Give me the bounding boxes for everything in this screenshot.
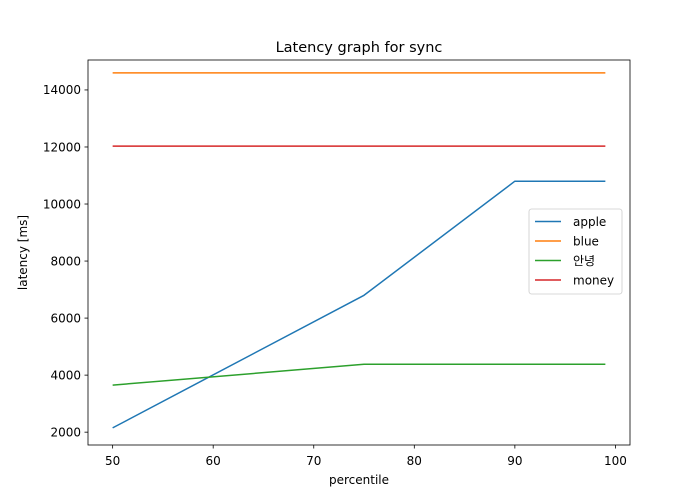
x-tick-label: 70	[306, 454, 321, 468]
x-tick-label: 90	[507, 454, 522, 468]
plot-area-frame	[87, 59, 631, 446]
y-tick-label: 14000	[43, 83, 81, 97]
legend-label-3: money	[573, 273, 614, 287]
chart-title: Latency graph for sync	[276, 40, 443, 56]
legend: apple blue 안녕 money	[528, 208, 623, 295]
x-axis: 50 60 70 80 90 100	[105, 445, 627, 468]
legend-label-0: apple	[573, 215, 606, 229]
x-tick-label: 50	[105, 454, 120, 468]
x-tick-label: 80	[407, 454, 422, 468]
legend-label-1: blue	[573, 234, 599, 248]
legend-box	[528, 208, 623, 295]
y-tick-label: 4000	[50, 368, 81, 382]
x-tick-label: 60	[206, 454, 221, 468]
series-line-0	[112, 180, 606, 429]
legend-label-2: 안녕	[573, 254, 595, 268]
y-axis: 2000 4000 6000 8000 10000 12000 14000	[43, 83, 88, 439]
y-tick-label: 10000	[43, 197, 81, 211]
y-tick-label: 6000	[50, 311, 81, 325]
series-line-2	[112, 363, 606, 386]
y-tick-label: 12000	[43, 140, 81, 154]
x-axis-label: percentile	[329, 473, 389, 487]
y-tick-label: 8000	[50, 254, 81, 268]
y-axis-label: latency [ms]	[16, 215, 30, 290]
y-tick-label: 2000	[50, 425, 81, 439]
series-lines	[112, 72, 606, 429]
x-tick-label: 100	[604, 454, 627, 468]
